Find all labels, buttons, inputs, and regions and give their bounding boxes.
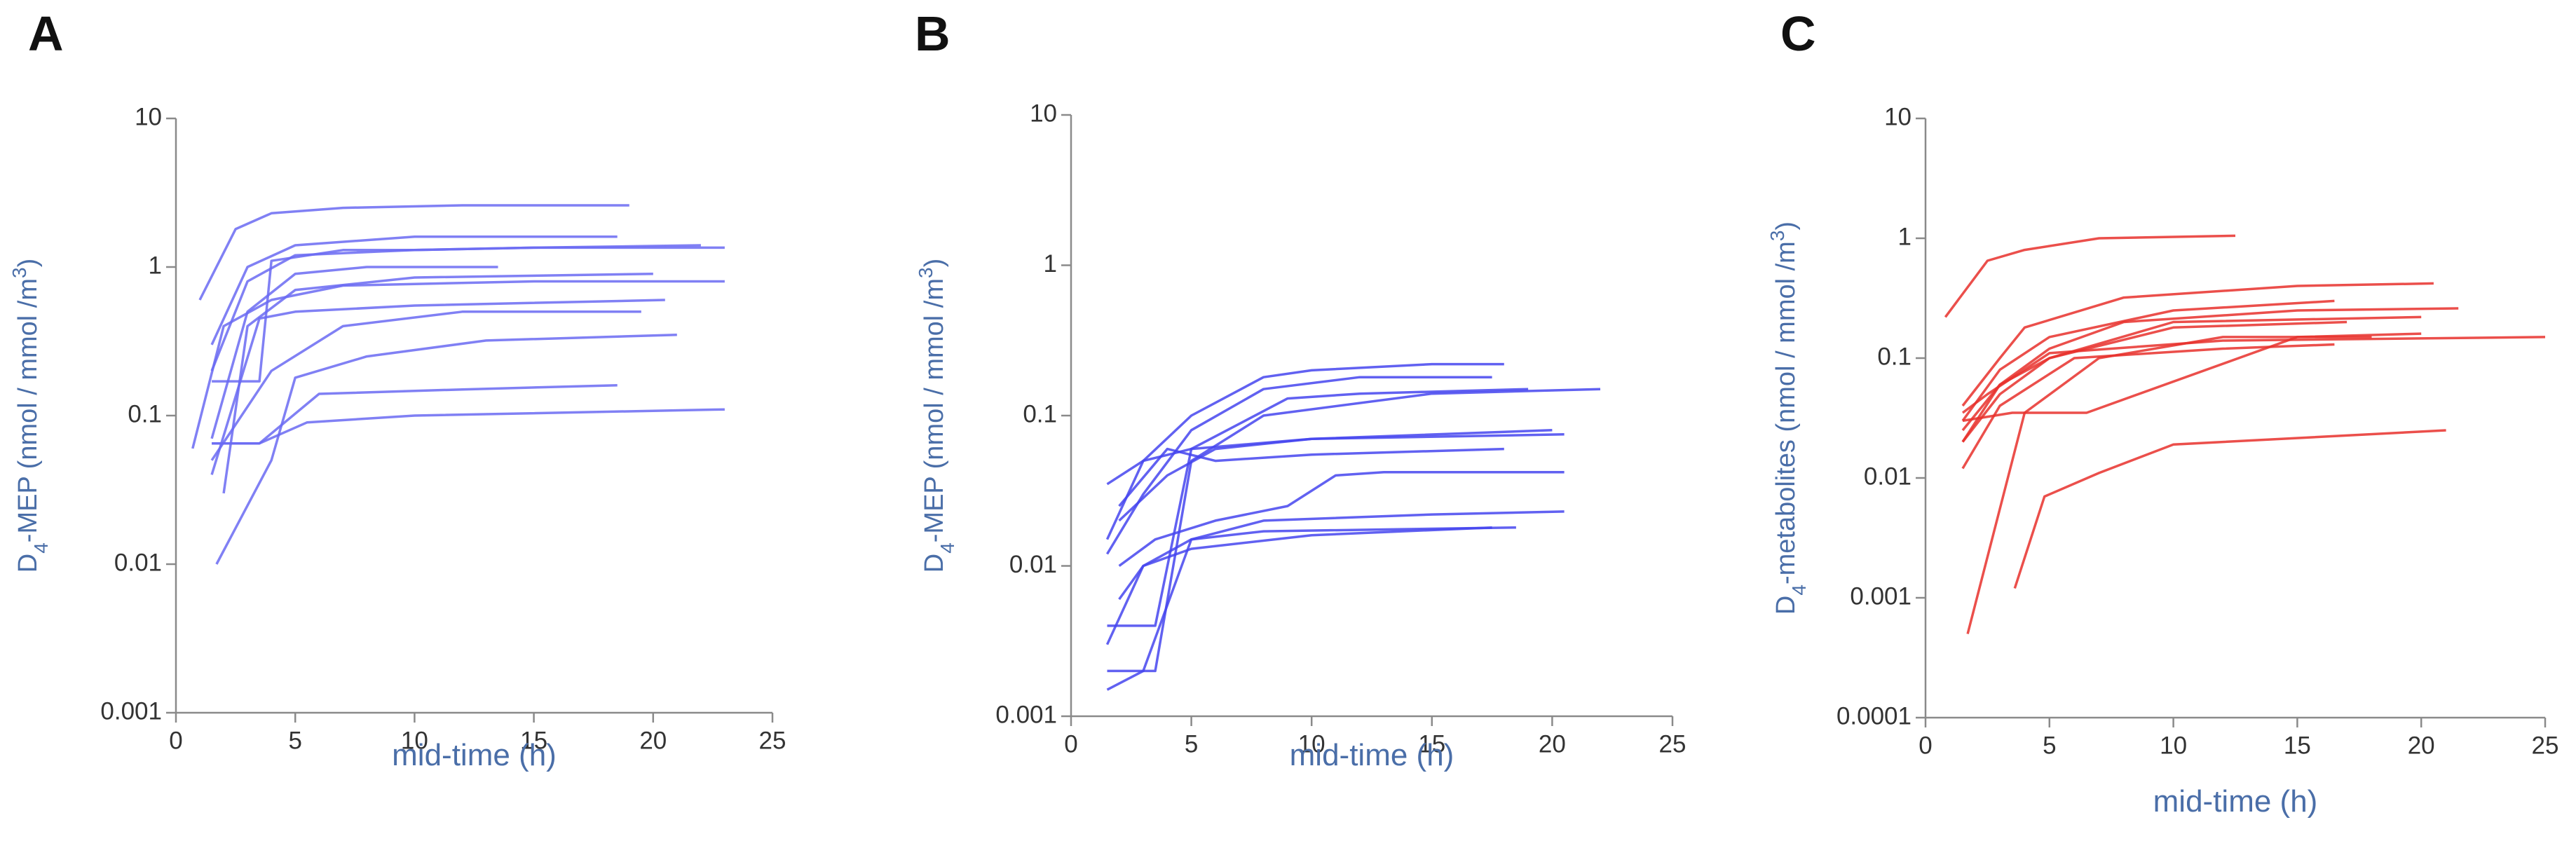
y-tick-label: 1: [149, 252, 162, 279]
data-line: [1118, 447, 1504, 507]
x-tick-label: 20: [639, 727, 667, 754]
data-line: [1118, 526, 1492, 601]
y-tick-label: 1: [1044, 250, 1057, 278]
x-tick-label: 15: [520, 727, 547, 754]
y-tick-label: 0.1: [128, 400, 162, 427]
x-tick-label: 20: [2408, 732, 2435, 759]
x-tick-label: 10: [1298, 730, 1326, 758]
y-tick-label: 0.0001: [1836, 702, 1911, 730]
y-axis-label-part: 3: [8, 267, 30, 278]
data-line: [2013, 429, 2446, 589]
data-line: [1106, 376, 1492, 555]
data-line: [1118, 471, 1565, 567]
x-axis-label: mid-time (h): [2153, 784, 2318, 819]
y-axis-label-part: D: [1771, 596, 1801, 615]
data-line: [1961, 320, 2347, 443]
data-line: [1107, 388, 1529, 627]
x-axis-label: mid-time (h): [392, 738, 557, 772]
x-tick-label: 20: [1539, 730, 1566, 758]
data-line: [1118, 433, 1565, 522]
data-line: [212, 246, 725, 383]
x-tick-label: 0: [1919, 732, 1932, 759]
data-line: [1105, 510, 1565, 645]
y-tick-label: 10: [135, 103, 162, 130]
y-axis-label-part: 4: [936, 542, 958, 554]
y-tick-label: 0.1: [1877, 343, 1911, 370]
panel-letter: C: [1780, 6, 1816, 61]
data-line: [1966, 336, 2372, 634]
y-axis-label-part: 3: [915, 267, 936, 278]
panel-letter: A: [28, 6, 64, 61]
y-axis-label-part: -metabolites (nmol / mmol /m: [1771, 241, 1801, 584]
x-tick-label: 25: [2532, 732, 2559, 759]
x-tick-label: 25: [1659, 730, 1686, 758]
y-tick-label: 0.001: [995, 701, 1057, 728]
y-axis-label-part: D: [920, 554, 949, 573]
data-line: [1106, 362, 1504, 486]
y-axis-label-part: ): [1771, 221, 1801, 231]
panel: B 0.001 0.01 0.1 1 10 0 5 10 15 20 25 mid-time (h) D4…: [915, 6, 1686, 772]
x-tick-label: 15: [2284, 732, 2311, 759]
x-tick-label: 0: [1064, 730, 1077, 758]
y-axis-label-part: D: [13, 554, 43, 573]
data-line: [1961, 336, 2546, 414]
y-axis-label: D4-MEP (nmol / mmol /m3): [8, 259, 52, 573]
y-tick-label: 0.001: [100, 697, 162, 725]
data-line: [1961, 343, 2335, 470]
y-axis-label: D4-MEP (nmol / mmol /m3): [915, 259, 958, 573]
x-tick-label: 5: [2043, 732, 2056, 759]
data-line: [210, 244, 701, 371]
data-line: [210, 310, 641, 461]
y-tick-label: 0.01: [1009, 551, 1057, 578]
y-tick-label: 0.01: [1864, 463, 1911, 490]
y-tick-label: 1: [1898, 223, 1911, 250]
y-axis-label-part: -MEP (nmol / mmol /m: [13, 278, 43, 542]
x-tick-label: 5: [1185, 730, 1198, 758]
data-line: [198, 204, 629, 301]
data-line: [191, 280, 725, 449]
x-tick-label: 10: [401, 727, 428, 754]
panel: A 0.001 0.01 0.1 1 10 0 5 10 15 20 25 mid-time (h) D4…: [8, 6, 786, 772]
data-line: [1944, 234, 2236, 318]
data-line: [1107, 388, 1601, 673]
y-tick-label: 0.001: [1850, 582, 1911, 610]
panel: C 0.0001 0.001 0.01 0.1 1 10 0 5 10 15 20 25 mid-time…: [1766, 6, 2559, 819]
data-line: [212, 408, 725, 445]
data-line: [210, 266, 498, 439]
y-axis-label-part: 3: [1766, 231, 1788, 242]
data-line: [212, 383, 618, 445]
y-tick-label: 0.01: [114, 549, 162, 576]
y-axis-label-part: 4: [1788, 584, 1810, 596]
x-tick-label: 15: [1418, 730, 1445, 758]
x-tick-label: 10: [2160, 732, 2187, 759]
y-axis-label: D4-metabolites (nmol / mmol /m3): [1766, 221, 1810, 615]
x-tick-label: 5: [288, 727, 301, 754]
data-line: [1961, 299, 2335, 422]
y-axis-label-part: ): [920, 259, 949, 268]
y-axis-label-part: ): [13, 259, 43, 268]
x-axis-label: mid-time (h): [1290, 738, 1454, 772]
x-tick-label: 0: [169, 727, 182, 754]
panel-letter: B: [915, 6, 950, 61]
data-line: [210, 299, 665, 475]
data-line: [222, 272, 653, 494]
y-tick-label: 10: [1884, 103, 1911, 130]
y-tick-label: 0.1: [1023, 400, 1057, 427]
data-line: [1106, 526, 1516, 691]
x-tick-label: 25: [759, 727, 786, 754]
data-line: [1105, 429, 1553, 540]
data-line: [215, 333, 677, 565]
y-axis-label-part: 4: [30, 542, 52, 554]
y-tick-label: 10: [1030, 100, 1057, 127]
data-line: [210, 235, 618, 346]
y-axis-label-part: -MEP (nmol / mmol /m: [920, 278, 949, 542]
data-line: [1961, 282, 2434, 407]
